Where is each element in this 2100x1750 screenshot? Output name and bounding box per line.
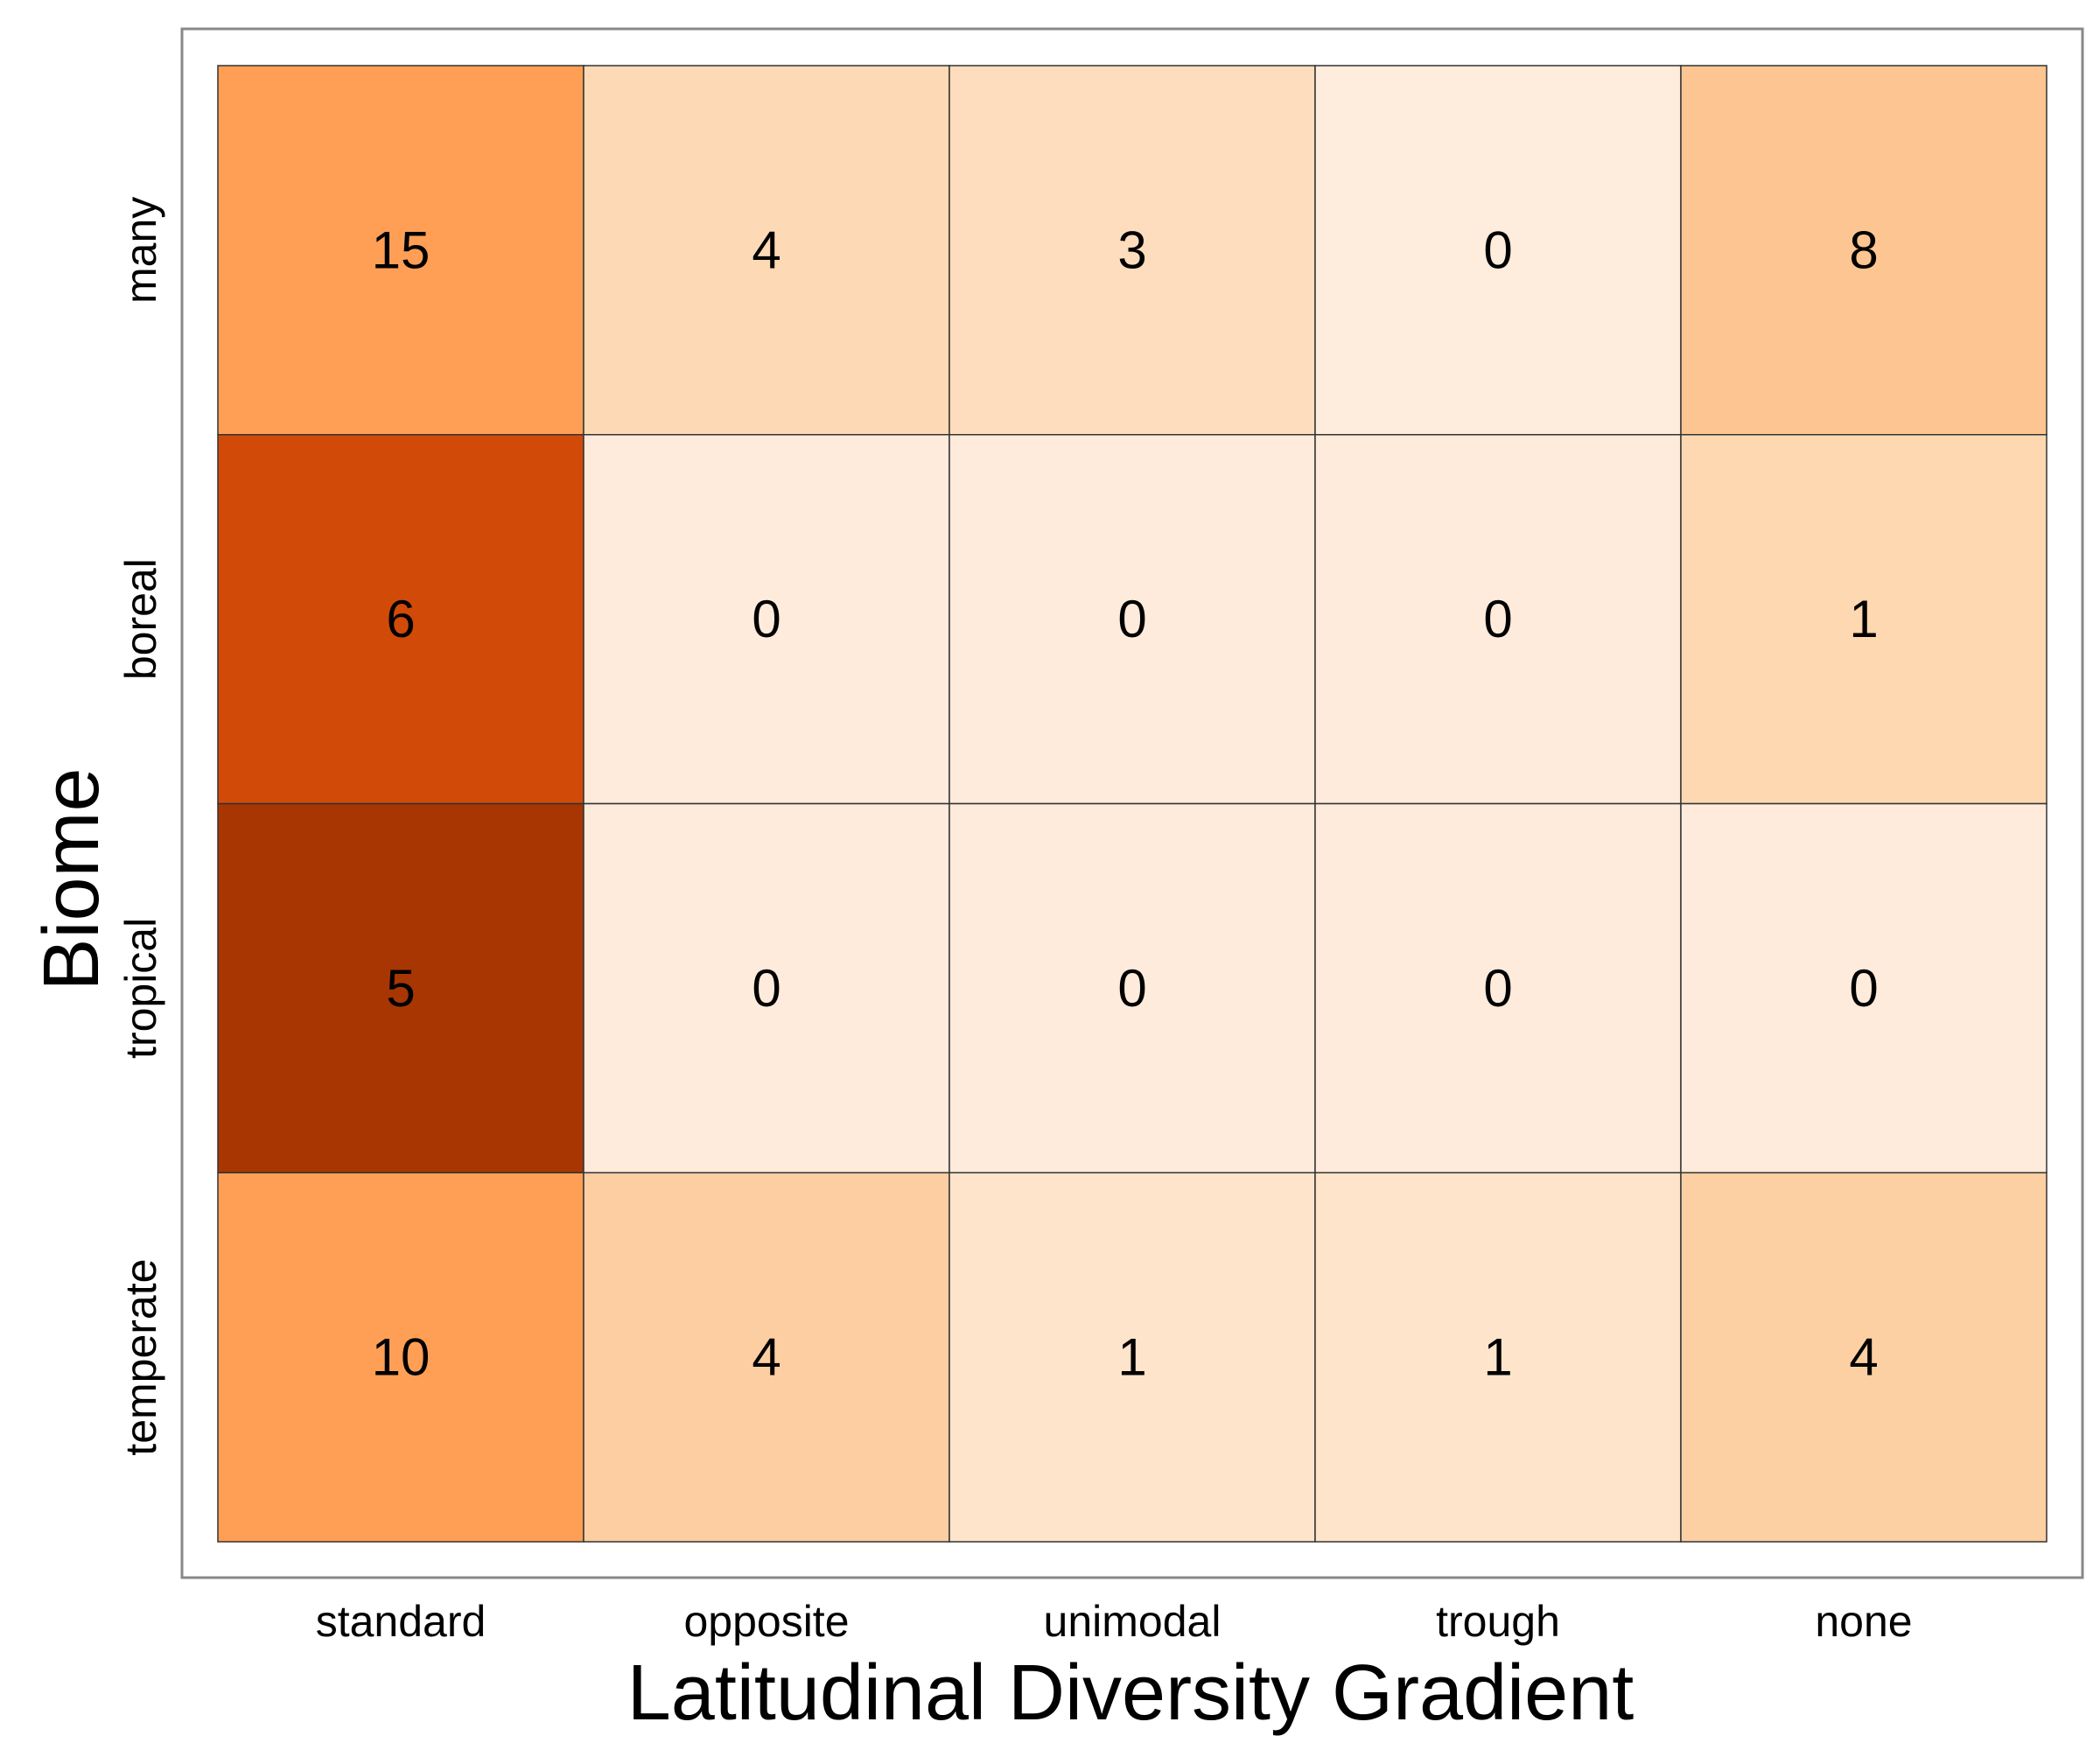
cell-value-label: 4 xyxy=(1849,1328,1878,1387)
cell-value-label: 0 xyxy=(1483,959,1512,1018)
x-axis-tick-labels: standard opposite unimodal trough none xyxy=(316,1597,1913,1646)
cell-value-label: 0 xyxy=(1117,590,1146,648)
cell-value-label: 1 xyxy=(1849,590,1878,648)
y-tick-label-many: many xyxy=(116,197,165,304)
heatmap-cell-boreal-opposite xyxy=(583,434,950,805)
cell-value-label: 6 xyxy=(386,590,415,648)
heatmap-cells xyxy=(217,65,2048,1543)
x-tick-label-trough: trough xyxy=(1436,1597,1560,1646)
cell-value-label: 10 xyxy=(372,1328,430,1387)
cell-value-label: 0 xyxy=(752,590,780,648)
heatmap-cell-many-opposite xyxy=(583,65,950,436)
x-tick-label-none: none xyxy=(1815,1597,1912,1646)
cell-value-label: 4 xyxy=(752,220,780,279)
cell-value-label: 1 xyxy=(1483,1328,1512,1387)
heatmap-cell-many-unimodal xyxy=(948,65,1316,436)
heatmap-cell-many-trough xyxy=(1314,65,1682,436)
cell-value-label: 1 xyxy=(1117,1328,1146,1387)
heatmap-cell-boreal-unimodal xyxy=(948,434,1316,805)
x-tick-label-opposite: opposite xyxy=(683,1597,849,1646)
heatmap-cell-boreal-trough xyxy=(1314,434,1682,805)
heatmap-cell-temperate-standard xyxy=(217,1172,584,1543)
heatmap-cell-temperate-trough xyxy=(1314,1172,1682,1543)
cell-value-label: 0 xyxy=(1483,590,1512,648)
heatmap-cell-tropical-none xyxy=(1680,802,2048,1173)
y-axis-tick-labels: many boreal tropical temperate xyxy=(116,197,165,1456)
cell-value-labels: 15 4 3 0 86 0 0 0 15 0 0 0 010 4 1 1 4 xyxy=(372,220,1879,1386)
x-axis-title: Latitudinal Diversity Gradient xyxy=(627,1649,1634,1737)
cell-value-label: 3 xyxy=(1117,220,1146,279)
panel-border xyxy=(180,27,2084,1579)
cell-value-label: 15 xyxy=(372,220,430,279)
heatmap-cell-tropical-unimodal xyxy=(948,802,1316,1173)
heatmap-cell-tropical-trough xyxy=(1314,802,1682,1173)
heatmap-cell-temperate-unimodal xyxy=(948,1172,1316,1543)
cell-value-label: 0 xyxy=(1849,959,1878,1018)
heatmap-cell-temperate-opposite xyxy=(583,1172,950,1543)
y-tick-label-tropical: tropical xyxy=(116,918,165,1059)
cell-value-label: 0 xyxy=(1483,220,1512,279)
heatmap-cell-boreal-none xyxy=(1680,434,2048,805)
heatmap-cell-tropical-opposite xyxy=(583,802,950,1173)
cell-value-label: 4 xyxy=(752,1328,780,1387)
heatmap-cell-temperate-none xyxy=(1680,1172,2048,1543)
heatmap-cell-tropical-standard xyxy=(217,802,584,1173)
y-tick-label-temperate: temperate xyxy=(116,1259,165,1456)
heatmap-cell-many-standard xyxy=(217,65,584,436)
y-axis-title: Biome xyxy=(28,767,116,990)
cell-value-label: 8 xyxy=(1849,220,1878,279)
cell-value-label: 0 xyxy=(752,959,780,1018)
x-tick-label-unimodal: unimodal xyxy=(1044,1597,1222,1646)
cell-value-label: 0 xyxy=(1117,959,1146,1018)
x-tick-label-standard: standard xyxy=(316,1597,486,1646)
cell-value-label: 5 xyxy=(386,959,415,1018)
heatmap-cell-boreal-standard xyxy=(217,434,584,805)
y-tick-label-boreal: boreal xyxy=(116,558,165,680)
